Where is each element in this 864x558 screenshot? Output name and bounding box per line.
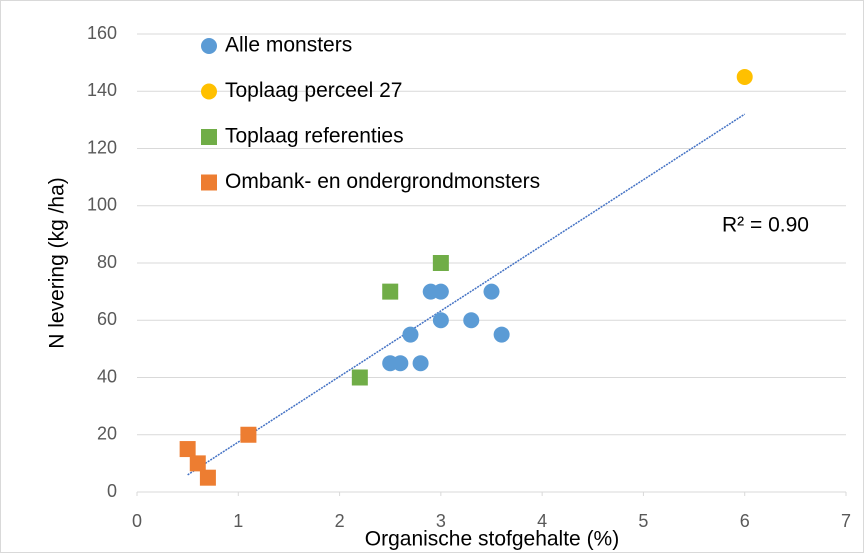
legend-marker [201, 174, 217, 191]
marker [240, 426, 257, 443]
marker [179, 441, 196, 458]
marker [392, 355, 409, 372]
marker [412, 355, 429, 372]
y-tick-label: 120 [87, 137, 117, 157]
y-tick-label: 80 [97, 252, 117, 272]
legend-marker [201, 38, 217, 54]
x-tick-label: 6 [740, 511, 750, 531]
trendline [187, 113, 746, 476]
y-tick-label: 160 [87, 23, 117, 43]
marker [382, 283, 399, 300]
x-tick-label: 2 [335, 511, 345, 531]
marker [463, 312, 480, 329]
marker [432, 312, 449, 329]
marker [189, 455, 206, 472]
marker [483, 283, 500, 300]
r-squared-label: R² = 0.90 [722, 214, 809, 237]
legend-label: Alle monsters [225, 34, 352, 57]
x-tick-label: 5 [638, 511, 648, 531]
legend-marker [201, 129, 217, 145]
y-tick-label: 60 [97, 309, 117, 329]
y-tick-label: 40 [97, 366, 117, 386]
y-tick-label: 140 [87, 80, 117, 100]
marker [432, 283, 449, 300]
x-tick-label: 4 [537, 511, 547, 531]
x-tick-label: 3 [436, 511, 446, 531]
legend-marker [201, 83, 217, 100]
x-tick-label: 1 [233, 511, 243, 531]
marker [493, 326, 510, 343]
marker [402, 326, 419, 343]
x-tick-label: 0 [132, 511, 142, 531]
legend-label: Toplaag perceel 27 [225, 79, 402, 102]
x-tick-label: 7 [841, 511, 851, 531]
legend-label: Ombank- en ondergrondmonsters [225, 170, 540, 193]
x-axis-label: Organische stofgehalte (%) [365, 528, 619, 551]
marker [736, 68, 753, 85]
marker [351, 369, 368, 386]
marker [432, 255, 449, 271]
y-tick-label: 20 [97, 424, 117, 444]
y-axis-label: N levering (kg /ha) [46, 177, 69, 349]
y-tick-label: 0 [107, 481, 117, 501]
legend-label: Toplaag referenties [225, 125, 404, 148]
y-tick-label: 100 [87, 195, 117, 215]
marker [199, 469, 216, 486]
